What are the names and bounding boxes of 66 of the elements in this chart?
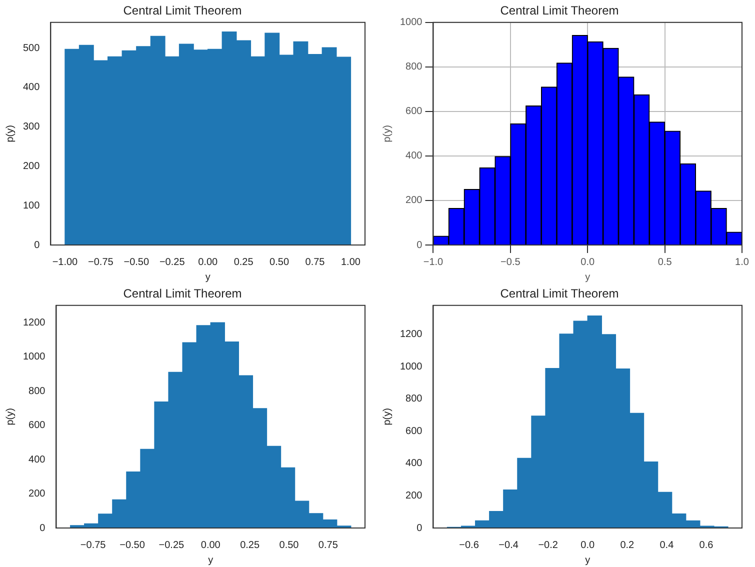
x-tick-label: −0.25 [159,256,186,268]
y-tick-label: 200 [28,488,46,500]
x-tick-label: 0.50 [279,540,300,551]
y-tick-label: 1000 [400,361,423,372]
y-tick-label: 400 [406,458,423,470]
y-axis-title: p(y) [4,408,16,426]
chart-title: Central Limit Theorem [123,286,242,301]
x-tick-label: −0.4 [498,540,519,551]
y-tick-label: 0 [416,240,423,251]
y-axis-title: p(y) [4,125,16,142]
x-tick-label: 0.2 [620,540,635,551]
x-tick-label: −1.00 [52,256,78,268]
y-tick-label: 1200 [22,317,46,328]
y-tick-label: 0 [40,522,46,534]
x-tick-label: 0.4 [660,540,674,551]
x-tick-label: −0.50 [124,256,150,268]
x-tick-label: 0.25 [240,540,260,551]
y-tick-label: 100 [22,200,40,212]
x-tick-label: −0.25 [158,540,185,551]
x-tick-label: 0.75 [305,256,326,268]
y-tick-label: 0 [416,522,423,534]
x-tick-label: 0.50 [270,256,290,268]
y-tick-label: 500 [22,42,40,54]
x-tick-label: 0.00 [200,540,221,551]
y-tick-label: 600 [406,426,423,437]
chart-title: Central Limit Theorem [500,286,619,301]
x-tick-label: −0.5 [500,256,521,268]
x-axis-title: y [585,554,590,566]
x-tick-label: 1.0 [735,256,750,268]
y-tick-label: 200 [406,195,423,206]
y-tick-label: 200 [22,160,40,172]
x-tick-label: −0.75 [80,540,106,551]
y-tick-label: 400 [406,150,423,162]
x-tick-label: −0.2 [538,540,558,551]
x-tick-label: 0.0 [580,540,596,551]
x-axis-title: y [208,554,214,566]
x-tick-label: 0.0 [580,256,596,268]
x-tick-label: 0.75 [318,540,338,551]
y-tick-label: 1200 [400,329,423,340]
chart-title: Central Limit Theorem [123,4,242,18]
x-tick-label: 0.00 [198,256,218,268]
y-tick-label: 800 [406,62,423,73]
y-tick-label: 1000 [22,352,46,363]
y-axis-title: p(y) [382,408,393,426]
x-tick-label: −1.0 [423,256,444,268]
y-axis-title: p(y) [382,125,393,142]
x-tick-label: −0.6 [459,540,480,551]
y-tick-label: 600 [406,106,423,118]
y-tick-label: 400 [22,82,40,94]
y-tick-label: 300 [22,122,40,133]
y-tick-label: 0 [34,240,40,251]
x-tick-label: −0.50 [120,540,146,551]
y-tick-label: 1000 [400,17,423,28]
x-tick-label: 0.25 [234,256,254,268]
chart-title: Central Limit Theorem [500,4,619,18]
y-tick-label: 400 [28,454,46,466]
x-tick-label: −0.75 [88,256,114,268]
y-tick-label: 800 [406,394,423,405]
y-tick-label: 600 [28,420,46,432]
x-axis-title: y [585,272,590,283]
x-tick-label: 0.6 [699,540,714,551]
y-tick-label: 200 [406,490,423,502]
y-tick-label: 800 [28,386,46,397]
x-tick-label: 0.5 [658,256,672,268]
x-axis-title: y [205,272,210,283]
x-tick-label: 1.00 [340,256,361,268]
